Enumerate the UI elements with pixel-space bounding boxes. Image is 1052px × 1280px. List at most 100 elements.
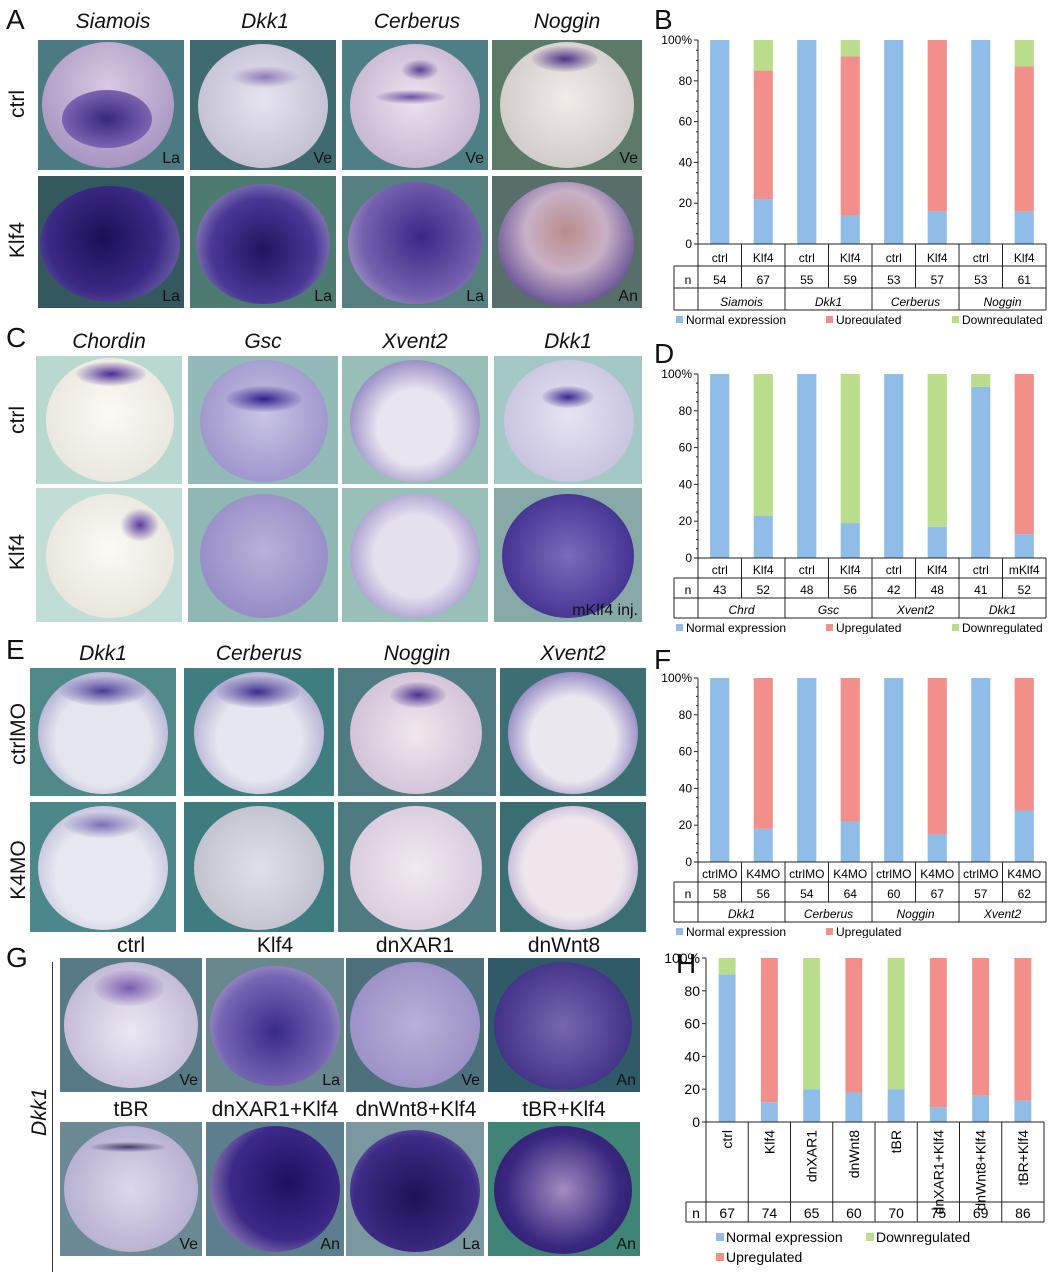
row-label: ctrlMO xyxy=(7,703,30,765)
group-label: Siamois xyxy=(720,295,763,309)
row-label: Klf4 xyxy=(6,221,29,259)
embryo-image: Ve xyxy=(190,40,336,170)
y-tick-label: 100% xyxy=(661,33,692,47)
bar-segment xyxy=(753,70,773,200)
bar-segment xyxy=(1014,66,1034,212)
bar-segment xyxy=(927,678,947,835)
bar-segment xyxy=(797,374,817,558)
n-value: 65 xyxy=(804,1205,820,1221)
category-label: dnXAR1+Klf4 xyxy=(930,1130,946,1215)
group-label: Chrd xyxy=(728,603,754,617)
n-value: 57 xyxy=(931,273,945,287)
n-value: 55 xyxy=(800,273,814,287)
legend-label: Normal expression xyxy=(726,1229,843,1245)
bar-segment xyxy=(753,374,773,516)
bar-segment xyxy=(971,386,991,558)
y-tick-label: 20 xyxy=(684,1081,700,1097)
embryo-image xyxy=(342,356,488,484)
view-label: An xyxy=(618,288,638,305)
embryo-image: La xyxy=(342,176,488,308)
category-label: ctrlMO xyxy=(963,867,998,881)
n-value: 59 xyxy=(844,273,858,287)
y-tick-label: 40 xyxy=(679,477,693,491)
bar-segment xyxy=(971,40,991,244)
legend-label: Downregulated xyxy=(962,621,1043,634)
chart-d: 0 20 40 60 80 100% n ctrl 43 Klf4 52 ctrl 48 Klf4 56 ct… xyxy=(661,367,1047,634)
row-label: K4MO xyxy=(7,840,30,900)
panel-label-d: D xyxy=(654,338,675,369)
embryo-image: Ve xyxy=(60,958,202,1092)
embryo-image: Ve xyxy=(60,1122,202,1256)
category-label: ctrl xyxy=(799,563,815,577)
category-label: dnXAR1 xyxy=(804,1130,820,1182)
condition-label: dnXAR1+Klf4 xyxy=(211,1098,339,1121)
bar-segment xyxy=(971,374,991,387)
embryo-image: An xyxy=(488,958,640,1092)
condition-label: dnWnt8 xyxy=(527,934,601,957)
n-value: 64 xyxy=(844,887,858,901)
condition-label: ctrl xyxy=(117,934,145,957)
bar-segment xyxy=(718,958,736,975)
embryo-image xyxy=(338,802,496,932)
gene-label: Xvent2 xyxy=(382,330,448,353)
bar-segment xyxy=(929,1107,947,1122)
n-value: 75 xyxy=(931,1205,947,1221)
condition-label: dnWnt8+Klf4 xyxy=(355,1098,477,1121)
category-label: ctrlMO xyxy=(702,867,737,881)
embryo-image xyxy=(500,668,646,796)
embryo-image: An xyxy=(488,1122,640,1256)
group-label: Gsc xyxy=(818,603,839,617)
n-value: 53 xyxy=(974,273,988,287)
y-tick-label: 100% xyxy=(661,367,692,381)
legend-swatch xyxy=(826,316,833,323)
embryo-image: An xyxy=(206,1122,344,1256)
n-label: n xyxy=(685,273,692,287)
view-label: La xyxy=(462,1236,480,1253)
condition-label: tBR+Klf4 xyxy=(522,1098,606,1121)
embryo-image: La xyxy=(38,176,184,308)
bar-segment xyxy=(927,211,947,244)
y-tick-label: 40 xyxy=(679,155,693,169)
group-label: Cerberus xyxy=(804,907,853,921)
bar-segment xyxy=(884,678,904,862)
category-label: mKlf4 xyxy=(1009,563,1040,577)
bar-segment xyxy=(840,56,860,216)
category-label: Klf4 xyxy=(761,1130,777,1154)
embryo-image: An xyxy=(492,176,642,308)
category-label: Klf4 xyxy=(753,251,774,265)
view-label: An xyxy=(616,1236,636,1253)
view-label: An xyxy=(320,1236,340,1253)
group-label: Dkk1 xyxy=(989,603,1016,617)
chart-h: 0 20 40 60 80 100% n ctrl 67 Klf4 74 dnXAR1 65 dnWnt8… xyxy=(664,950,1045,1265)
group-label: Xvent2 xyxy=(983,907,1022,921)
legend-label: Upregulated xyxy=(836,313,901,324)
bar-segment xyxy=(1014,211,1034,244)
legend-swatch xyxy=(676,624,683,631)
view-label: La xyxy=(314,288,332,305)
bar-segment xyxy=(1014,534,1034,558)
side-gene-label: Dkk1 xyxy=(28,1088,51,1136)
gene-label: Xvent2 xyxy=(540,642,606,665)
gene-label: Cerberus xyxy=(373,10,461,33)
n-value: 54 xyxy=(800,887,814,901)
group-label: Xvent2 xyxy=(896,603,935,617)
y-tick-label: 100% xyxy=(661,671,692,685)
embryo-image xyxy=(188,356,338,484)
y-tick-label: 60 xyxy=(684,1016,700,1032)
bar-segment xyxy=(753,515,773,558)
bar-segment xyxy=(840,678,860,822)
category-label: Klf4 xyxy=(1014,251,1035,265)
y-tick-label: 80 xyxy=(679,708,693,722)
embryo-image xyxy=(342,488,488,622)
bar-segment xyxy=(753,199,773,244)
gene-label: Gsc xyxy=(244,330,282,353)
bar-segment xyxy=(1014,374,1034,535)
category-label: Klf4 xyxy=(840,251,861,265)
category-label: ctrl xyxy=(886,251,902,265)
y-tick-label: 80 xyxy=(684,983,700,999)
n-value: 70 xyxy=(888,1205,904,1221)
embryo-image xyxy=(188,488,338,622)
y-tick-label: 20 xyxy=(679,196,693,210)
category-label: Klf4 xyxy=(927,251,948,265)
category-label: Klf4 xyxy=(753,563,774,577)
